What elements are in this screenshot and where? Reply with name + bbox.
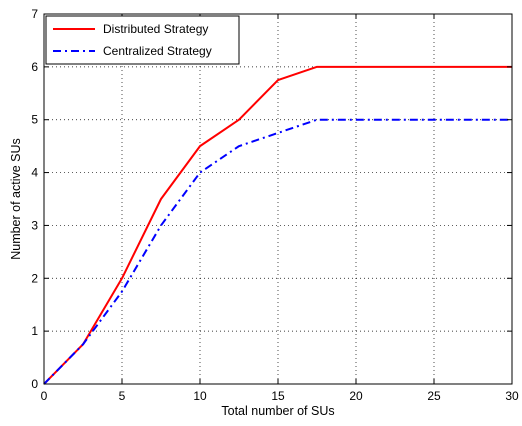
- y-axis-label: Number of active SUs: [9, 138, 23, 260]
- y-tick-label: 7: [31, 7, 38, 21]
- x-tick-label: 15: [271, 389, 285, 403]
- x-tick-label: 10: [193, 389, 207, 403]
- axis-ticks: 0 5 10 15 20 25 30 0 1 2 3 4 5 6 7: [31, 7, 519, 403]
- x-axis-label: Total number of SUs: [221, 404, 334, 418]
- legend-label-distributed: Distributed Strategy: [103, 22, 208, 36]
- x-tick-label: 0: [41, 389, 48, 403]
- y-tick-label: 2: [31, 271, 38, 285]
- x-tick-label: 25: [427, 389, 441, 403]
- legend-label-centralized: Centralized Strategy: [103, 44, 212, 58]
- y-tick-label: 3: [31, 218, 38, 232]
- x-tick-label: 5: [119, 389, 126, 403]
- series-line-distributed: [43, 65, 512, 385]
- legend: Distributed Strategy Centralized Strateg…: [45, 15, 240, 65]
- grid-lines: [44, 14, 512, 384]
- x-tick-label: 20: [349, 389, 363, 403]
- y-tick-label: 5: [31, 113, 38, 127]
- series-line-centralized: [43, 118, 512, 385]
- series-lines: [43, 65, 512, 385]
- legend-box: [45, 15, 240, 65]
- y-tick-label: 6: [31, 60, 38, 74]
- y-tick-label: 4: [31, 166, 38, 180]
- y-tick-label: 1: [31, 324, 38, 338]
- x-tick-label: 30: [505, 389, 519, 403]
- y-tick-label: 0: [31, 377, 38, 391]
